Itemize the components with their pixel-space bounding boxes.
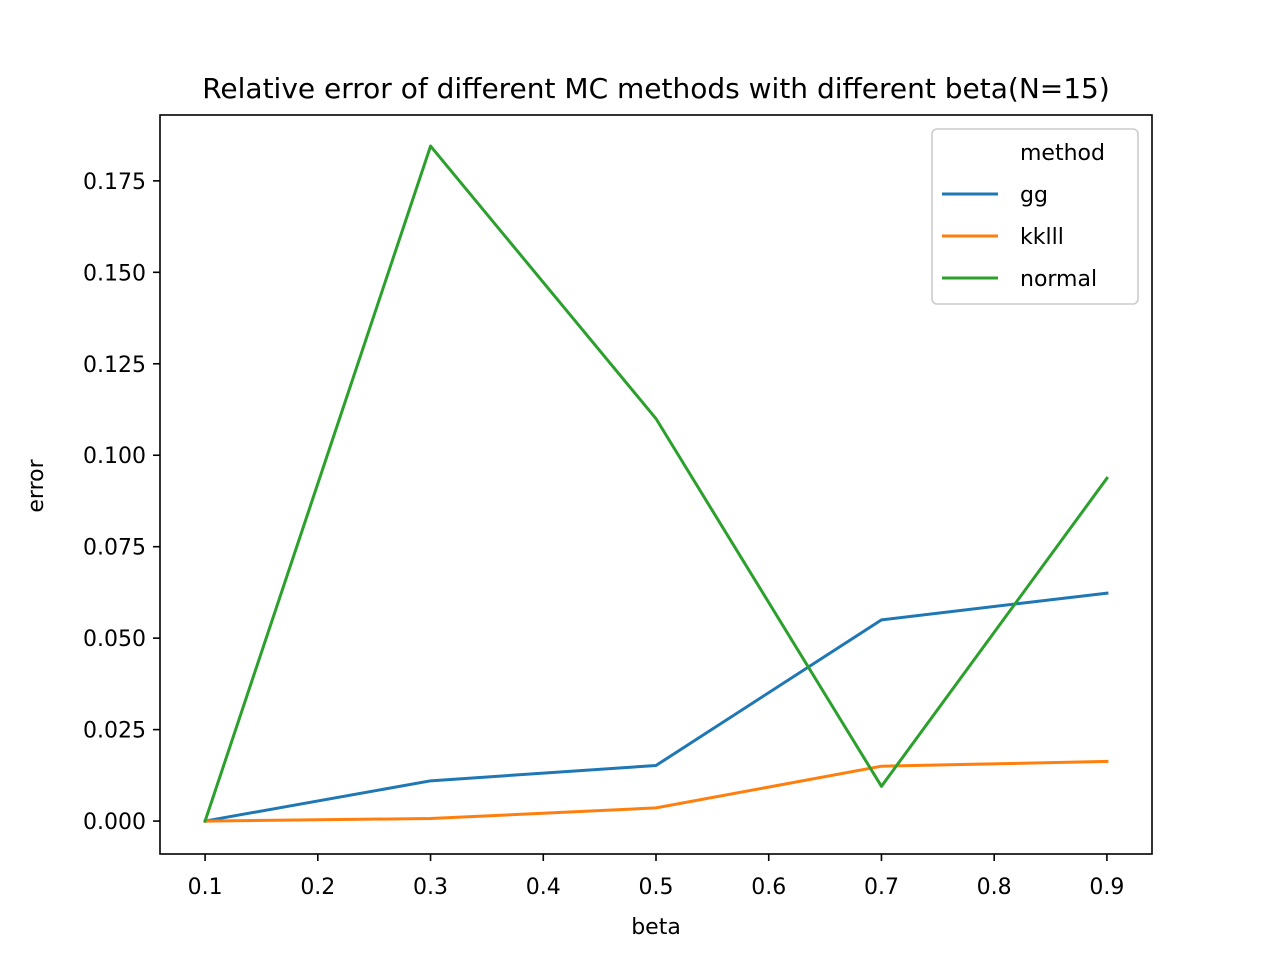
y-tick-label: 0.000 [83,810,146,835]
y-axis-label: error [24,458,49,512]
x-tick-label: 0.2 [300,875,335,900]
y-tick-label: 0.175 [83,170,146,195]
series-line-normal [203,144,1110,823]
y-tick-label: 0.075 [83,536,146,561]
y-tick-label: 0.125 [83,353,146,378]
chart-title: Relative error of different MC methods w… [202,72,1110,105]
series-line-gg [203,591,1109,823]
x-tick-label: 0.9 [1089,875,1124,900]
x-tick-label: 0.7 [864,875,899,900]
legend-title: method [1020,141,1105,166]
y-tick-label: 0.150 [83,261,146,286]
legend: method gg kklll normal [931,128,1139,305]
x-tick-label: 0.4 [526,875,561,900]
x-tick-label: 0.5 [639,875,674,900]
y-tick-label: 0.050 [83,627,146,652]
x-tick-label: 0.6 [751,875,786,900]
legend-label-kklll: kklll [1020,225,1064,250]
x-tick-label: 0.1 [188,875,223,900]
legend-box [931,128,1139,305]
legend-label-normal: normal [1020,267,1097,292]
y-tick-label: 0.025 [83,719,146,744]
series-line-kklll [203,759,1109,823]
y-tick-label: 0.100 [83,444,146,469]
x-tick-label: 0.3 [413,875,448,900]
legend-label-gg: gg [1020,183,1048,208]
x-axis-label: beta [631,915,681,940]
x-tick-label: 0.8 [977,875,1012,900]
